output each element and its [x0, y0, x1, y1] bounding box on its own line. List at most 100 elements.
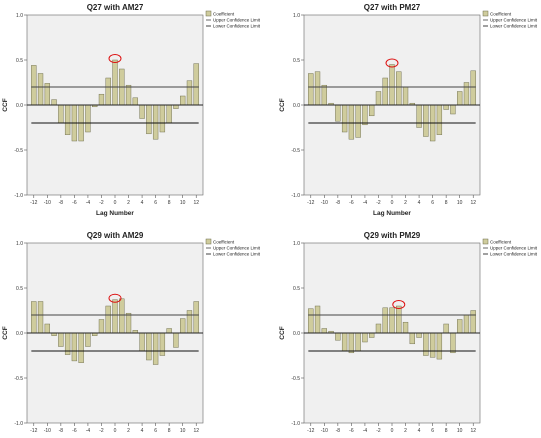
x-tick-label: 0 [391, 428, 394, 434]
x-tick-label: 12 [193, 200, 199, 206]
bar-lag-11 [186, 310, 193, 334]
y-tick-label: -0.5 [291, 376, 300, 382]
chart-panel-3: Q29 with AM29 1.0 0.5 0.0 -0.5 -1.0 -12 -10 -8 -6… [2, 231, 261, 434]
y-tick-label: -1.0 [291, 421, 300, 427]
bar-lag-12 [470, 70, 476, 106]
bar-lag--8 [58, 104, 64, 124]
legend-lower-limit: Lower Confidence Limit [490, 24, 538, 29]
legend-swatch-coefficient [205, 10, 212, 17]
y-tick-label: -0.5 [14, 376, 23, 382]
bar-lag-11 [186, 80, 193, 106]
y-tick-label: 0.5 [293, 286, 300, 292]
bar-lag-9 [450, 332, 456, 354]
x-tick-label: 10 [457, 200, 463, 206]
x-tick-label: 6 [431, 428, 434, 434]
bar-lag--2 [98, 319, 105, 334]
bar-lag-4 [139, 332, 145, 352]
y-axis-label: CCF [279, 98, 286, 111]
y-tick-label: 0.5 [16, 286, 23, 292]
bar-lag-0 [389, 307, 395, 334]
bar-lag-4 [416, 104, 422, 128]
bar-lag-1 [396, 71, 402, 106]
y-tick-label: 0.0 [293, 331, 300, 337]
x-tick-label: -6 [349, 428, 354, 434]
x-tick-label: -10 [44, 428, 51, 434]
bar-lag-2 [402, 321, 409, 334]
x-tick-label: 2 [404, 428, 407, 434]
bar-lag--6 [348, 104, 355, 140]
x-tick-label: 10 [180, 428, 186, 434]
x-tick-label: 4 [141, 428, 144, 434]
x-tick-label: -12 [30, 200, 37, 206]
chart-panel-1: Q27 with AM27 1.0 0.5 0.0 -0.5 -1.0 -12 -10 -8 -6… [2, 3, 261, 217]
x-tick-label: -8 [336, 200, 341, 206]
x-tick-label: -12 [30, 428, 37, 434]
legend-coefficient: Coefficient [490, 12, 512, 17]
bar-lag-10 [457, 91, 463, 106]
x-axis-label: Lag Number [373, 210, 411, 217]
legend-lower-limit: Lower Confidence Limit [213, 252, 261, 257]
bar-lag-6 [429, 332, 436, 358]
bar-lag--7 [64, 104, 71, 135]
bar-lag-8 [166, 328, 172, 334]
bar-lag-11 [463, 314, 470, 334]
bar-lag--10 [321, 84, 327, 106]
x-tick-label: 8 [445, 200, 448, 206]
bar-lag-7 [159, 332, 166, 356]
x-tick-label: -8 [59, 200, 64, 206]
legend-upper-limit: Upper Confidence Limit [213, 18, 261, 23]
x-tick-label: -12 [307, 428, 314, 434]
chart-title: Q27 with AM27 [87, 3, 144, 12]
bar-lag-12 [193, 301, 199, 334]
x-tick-label: -2 [376, 428, 381, 434]
y-tick-label: 0.0 [16, 331, 23, 337]
legend-coefficient: Coefficient [213, 240, 235, 245]
bar-lag-12 [470, 310, 476, 334]
bar-lag--10 [321, 328, 327, 334]
y-tick-label: -0.5 [291, 148, 300, 154]
x-tick-label: -10 [44, 200, 51, 206]
bar-lag-9 [173, 104, 179, 109]
bar-lag-0 [112, 299, 118, 334]
bar-lag--5 [355, 104, 361, 138]
chart-title: Q27 with PM27 [364, 3, 421, 12]
bar-lag--7 [341, 104, 348, 133]
x-tick-label: 12 [470, 428, 476, 434]
chart-panel-2: Q27 with PM27 1.0 0.5 0.0 -0.5 -1.0 -12 -10 -8 -6… [279, 3, 538, 217]
bar-lag--3 [369, 104, 375, 117]
bar-lag--6 [348, 332, 355, 354]
bar-lag-1 [119, 298, 125, 334]
x-tick-label: 4 [418, 200, 421, 206]
y-axis-label: CCF [2, 326, 9, 339]
y-axis-label: CCF [2, 98, 9, 111]
x-tick-label: 4 [141, 200, 144, 206]
bar-lag-6 [152, 104, 159, 140]
bar-lag--8 [58, 332, 64, 347]
y-tick-label: -1.0 [14, 421, 23, 427]
bar-lag-8 [443, 104, 449, 110]
bar-lag--4 [85, 104, 91, 133]
highlight-circle [385, 58, 399, 68]
legend-coefficient: Coefficient [213, 12, 235, 17]
legend-upper-limit: Upper Confidence Limit [490, 246, 538, 251]
y-axis-label: CCF [279, 326, 286, 339]
bar-lag-11 [463, 82, 470, 106]
legend-swatch-coefficient [205, 238, 212, 245]
bar-lag--4 [362, 332, 368, 343]
bar-lag--11 [37, 73, 44, 106]
x-tick-label: 2 [127, 428, 130, 434]
bar-lag-7 [436, 332, 443, 360]
bar-lag--12 [31, 65, 37, 106]
bar-lag--7 [341, 332, 348, 352]
x-tick-label: -4 [86, 200, 91, 206]
bar-lag-8 [166, 104, 172, 124]
x-tick-label: -2 [99, 200, 104, 206]
bar-lag-2 [125, 312, 132, 334]
y-tick-label: 0.5 [293, 58, 300, 64]
y-tick-label: 1.0 [293, 13, 300, 19]
x-tick-label: -10 [321, 200, 328, 206]
x-tick-label: -6 [72, 200, 77, 206]
bar-lag-3 [409, 332, 415, 345]
